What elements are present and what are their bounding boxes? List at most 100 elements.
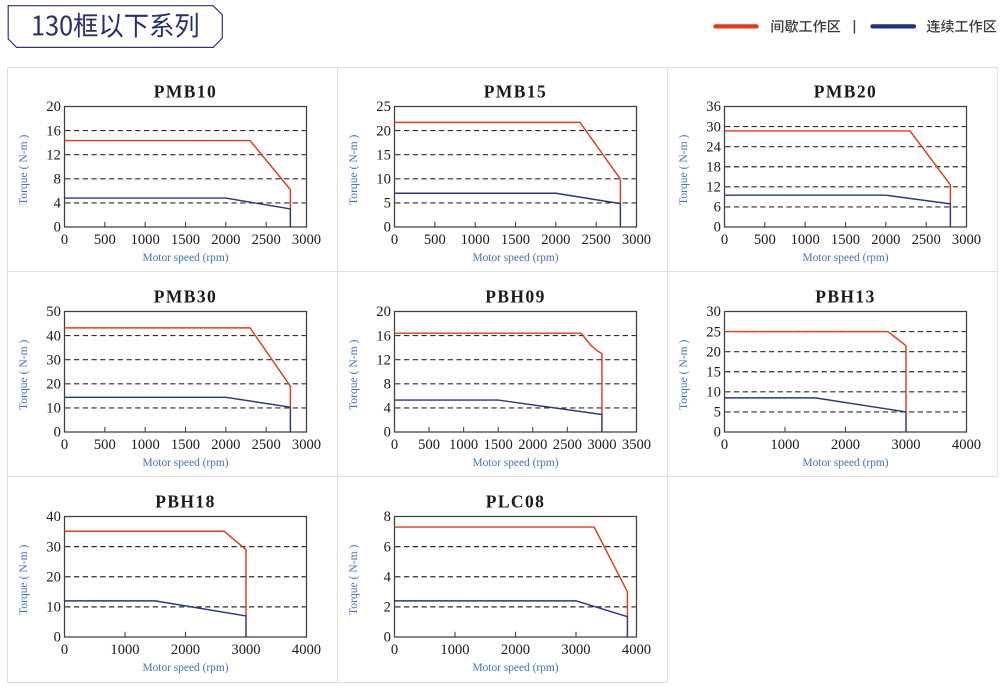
svg-text:16: 16 bbox=[376, 328, 391, 344]
svg-text:1500: 1500 bbox=[171, 437, 200, 453]
svg-text:4: 4 bbox=[384, 569, 392, 585]
svg-text:2000: 2000 bbox=[541, 232, 570, 248]
svg-text:Motor speed (rpm): Motor speed (rpm) bbox=[802, 457, 888, 469]
svg-text:16: 16 bbox=[46, 123, 61, 139]
svg-text:10: 10 bbox=[46, 401, 61, 417]
svg-text:1500: 1500 bbox=[171, 232, 200, 248]
svg-text:0: 0 bbox=[54, 220, 61, 236]
svg-text:4: 4 bbox=[54, 196, 62, 212]
svg-text:25: 25 bbox=[706, 324, 721, 340]
svg-text:0: 0 bbox=[721, 232, 728, 248]
svg-text:2: 2 bbox=[384, 600, 391, 616]
svg-text:PMB15: PMB15 bbox=[484, 81, 547, 101]
svg-text:4: 4 bbox=[384, 401, 392, 417]
svg-text:Torque ( N-m ): Torque ( N-m ) bbox=[347, 134, 360, 204]
svg-text:50: 50 bbox=[46, 304, 61, 320]
svg-text:10: 10 bbox=[706, 385, 721, 401]
svg-text:Torque ( N-m ): Torque ( N-m ) bbox=[347, 544, 360, 614]
svg-text:20: 20 bbox=[46, 569, 61, 585]
svg-text:1000: 1000 bbox=[770, 437, 799, 453]
svg-text:5: 5 bbox=[714, 405, 721, 421]
svg-text:2000: 2000 bbox=[871, 232, 900, 248]
svg-text:30: 30 bbox=[46, 539, 61, 555]
svg-text:0: 0 bbox=[54, 630, 61, 646]
svg-text:500: 500 bbox=[754, 232, 776, 248]
svg-text:20: 20 bbox=[376, 123, 391, 139]
svg-text:6: 6 bbox=[714, 200, 721, 216]
svg-text:8: 8 bbox=[384, 377, 391, 393]
svg-text:3000: 3000 bbox=[952, 232, 981, 248]
svg-text:5: 5 bbox=[384, 196, 391, 212]
svg-text:8: 8 bbox=[54, 172, 61, 188]
svg-text:0: 0 bbox=[391, 437, 398, 453]
svg-text:20: 20 bbox=[706, 344, 721, 360]
svg-text:10: 10 bbox=[46, 600, 61, 616]
svg-text:3000: 3000 bbox=[292, 437, 321, 453]
svg-text:3500: 3500 bbox=[622, 437, 651, 453]
svg-text:Motor speed (rpm): Motor speed (rpm) bbox=[142, 662, 228, 674]
svg-text:36: 36 bbox=[706, 99, 721, 115]
svg-text:PBH13: PBH13 bbox=[815, 286, 875, 306]
svg-text:20: 20 bbox=[46, 99, 61, 115]
svg-text:0: 0 bbox=[714, 220, 721, 236]
svg-text:12: 12 bbox=[706, 180, 721, 196]
svg-text:2500: 2500 bbox=[912, 232, 941, 248]
svg-text:12: 12 bbox=[46, 147, 61, 163]
svg-text:2500: 2500 bbox=[252, 437, 281, 453]
svg-text:PLC08: PLC08 bbox=[486, 491, 546, 511]
svg-text:30: 30 bbox=[706, 119, 721, 135]
svg-text:500: 500 bbox=[94, 232, 116, 248]
svg-text:3000: 3000 bbox=[292, 232, 321, 248]
svg-text:2000: 2000 bbox=[171, 642, 200, 658]
svg-text:4000: 4000 bbox=[952, 437, 981, 453]
svg-text:0: 0 bbox=[714, 425, 721, 441]
svg-text:500: 500 bbox=[418, 437, 440, 453]
svg-text:Motor speed (rpm): Motor speed (rpm) bbox=[472, 252, 558, 264]
svg-text:PBH18: PBH18 bbox=[155, 491, 215, 511]
svg-text:1000: 1000 bbox=[440, 642, 469, 658]
svg-text:1000: 1000 bbox=[131, 437, 160, 453]
svg-text:0: 0 bbox=[61, 437, 68, 453]
svg-text:0: 0 bbox=[54, 425, 61, 441]
svg-text:0: 0 bbox=[61, 232, 68, 248]
svg-text:10: 10 bbox=[376, 172, 391, 188]
svg-text:1000: 1000 bbox=[791, 232, 820, 248]
svg-text:30: 30 bbox=[46, 352, 61, 368]
svg-text:PMB20: PMB20 bbox=[814, 81, 877, 101]
svg-text:20: 20 bbox=[46, 377, 61, 393]
svg-text:Torque ( N-m ): Torque ( N-m ) bbox=[17, 544, 30, 614]
svg-text:500: 500 bbox=[424, 232, 446, 248]
svg-text:2000: 2000 bbox=[211, 437, 240, 453]
svg-text:25: 25 bbox=[376, 99, 391, 115]
svg-text:3000: 3000 bbox=[891, 437, 920, 453]
svg-text:6: 6 bbox=[384, 539, 391, 555]
svg-text:2500: 2500 bbox=[252, 232, 281, 248]
svg-text:2000: 2000 bbox=[501, 642, 530, 658]
svg-text:2500: 2500 bbox=[553, 437, 582, 453]
svg-text:Torque ( N-m ): Torque ( N-m ) bbox=[17, 339, 30, 409]
svg-text:1000: 1000 bbox=[110, 642, 139, 658]
svg-text:0: 0 bbox=[384, 425, 391, 441]
svg-text:2000: 2000 bbox=[211, 232, 240, 248]
svg-text:3000: 3000 bbox=[622, 232, 651, 248]
svg-text:Torque ( N-m ): Torque ( N-m ) bbox=[677, 339, 690, 409]
svg-text:18: 18 bbox=[706, 159, 721, 175]
svg-text:30: 30 bbox=[706, 304, 721, 320]
svg-text:2000: 2000 bbox=[831, 437, 860, 453]
svg-text:1500: 1500 bbox=[484, 437, 513, 453]
svg-text:3000: 3000 bbox=[561, 642, 590, 658]
svg-text:Motor speed (rpm): Motor speed (rpm) bbox=[142, 457, 228, 469]
svg-text:0: 0 bbox=[384, 630, 391, 646]
svg-text:20: 20 bbox=[376, 304, 391, 320]
svg-text:0: 0 bbox=[391, 642, 398, 658]
svg-text:40: 40 bbox=[46, 509, 61, 525]
svg-text:3000: 3000 bbox=[587, 437, 616, 453]
svg-text:12: 12 bbox=[376, 352, 391, 368]
svg-text:1000: 1000 bbox=[449, 437, 478, 453]
svg-text:1000: 1000 bbox=[131, 232, 160, 248]
svg-text:24: 24 bbox=[706, 139, 721, 155]
svg-text:4000: 4000 bbox=[292, 642, 321, 658]
svg-text:Motor speed (rpm): Motor speed (rpm) bbox=[472, 662, 558, 674]
svg-text:PMB10: PMB10 bbox=[154, 81, 217, 101]
svg-text:Torque ( N-m ): Torque ( N-m ) bbox=[17, 134, 30, 204]
